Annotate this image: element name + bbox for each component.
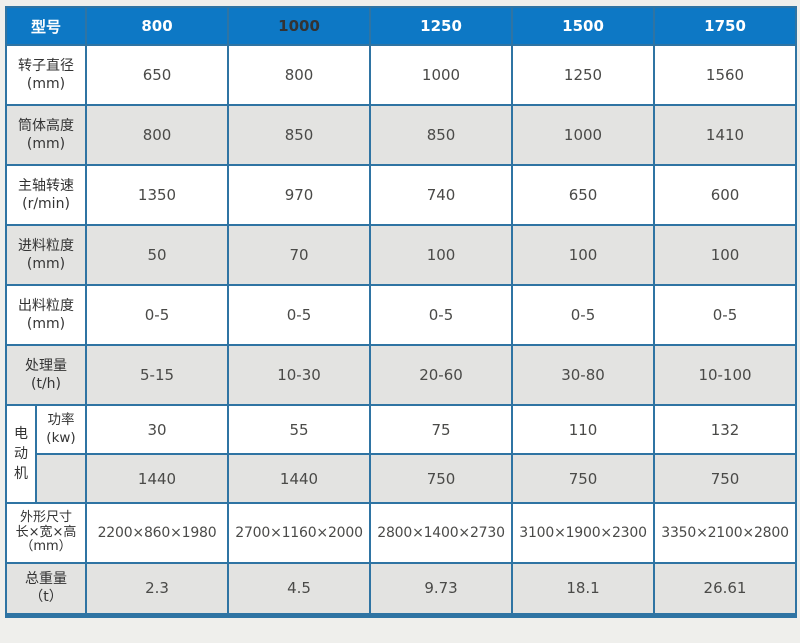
value-cell: 0-5 [85, 284, 230, 346]
value-cell: 740 [369, 164, 514, 226]
value-cell: 750 [511, 453, 656, 504]
value-cell: 20-60 [369, 344, 514, 406]
row-sublabel-text: 长×宽×高 [15, 524, 77, 540]
row-unit-text: (mm) [26, 76, 66, 92]
row-capacity: 处理量 (t/h) 5-15 10-30 20-60 30-80 10-100 [4, 344, 798, 406]
value-cell: 1440 [85, 453, 230, 504]
value-cell: 1000 [511, 104, 656, 166]
row-total-weight: 总重量 （t） 2.3 4.5 9.73 18.1 26.61 [4, 562, 798, 616]
header-model-800: 800 [85, 6, 230, 46]
row-spindle-speed: 主轴转速 (r/min) 1350 970 740 650 600 [4, 164, 798, 226]
value-cell: 9.73 [369, 562, 514, 616]
value-cell: 0-5 [369, 284, 514, 346]
motor-group-label: 电动机 [5, 404, 37, 504]
row-label-spindle-speed: 主轴转速 (r/min) [4, 164, 88, 226]
value-cell: 600 [653, 164, 798, 226]
value-cell: 850 [227, 104, 372, 166]
value-cell: 0-5 [511, 284, 656, 346]
row-label-text: 处理量 [25, 357, 67, 374]
value-cell: 650 [511, 164, 656, 226]
row-unit-text: （t） [29, 589, 63, 606]
header-row: 型号 800 1000 1250 1500 1750 [4, 6, 798, 46]
value-cell: 110 [511, 404, 656, 455]
value-cell: 750 [369, 453, 514, 504]
row-label-text: 总重量 [25, 571, 67, 588]
value-cell: 3100×1900×2300 [511, 502, 656, 564]
value-cell: 650 [85, 44, 230, 106]
value-cell: 70 [227, 224, 372, 286]
header-model-1500: 1500 [511, 6, 656, 46]
value-cell: 132 [653, 404, 798, 455]
value-cell: 800 [227, 44, 372, 106]
value-cell: 970 [227, 164, 372, 226]
value-cell: 0-5 [227, 284, 372, 346]
value-cell: 1000 [369, 44, 514, 106]
header-model-1750: 1750 [653, 6, 798, 46]
row-unit-text: (mm) [26, 316, 66, 332]
value-cell: 100 [369, 224, 514, 286]
row-unit-text: (r/min) [22, 196, 70, 212]
value-cell: 30-80 [511, 344, 656, 406]
row-label-text: 转子直径 [18, 57, 74, 74]
value-cell: 2200×860×1980 [85, 502, 230, 564]
row-unit-text: （mm） [20, 539, 72, 555]
value-cell: 850 [369, 104, 514, 166]
value-cell: 75 [369, 404, 514, 455]
row-label-text: 主轴转速 [18, 177, 74, 194]
value-cell: 100 [653, 224, 798, 286]
value-cell: 30 [85, 404, 230, 455]
value-cell: 1410 [653, 104, 798, 166]
value-cell: 3350×2100×2800 [653, 502, 798, 564]
header-model-label: 型号 [4, 6, 88, 46]
row-discharge-size: 出料粒度 (mm) 0-5 0-5 0-5 0-5 0-5 [4, 284, 798, 346]
row-label-feed-size: 进料粒度 (mm) [4, 224, 88, 286]
value-cell: 1560 [653, 44, 798, 106]
row-label-text: 进料粒度 [18, 237, 74, 254]
row-cylinder-height: 筒体高度 (mm) 800 850 850 1000 1410 [4, 104, 798, 166]
value-cell: 100 [511, 224, 656, 286]
row-label-capacity: 处理量 (t/h) [4, 344, 88, 406]
value-cell: 750 [653, 453, 798, 504]
row-label-dimensions: 外形尺寸 长×宽×高 （mm） [4, 502, 88, 564]
row-motor-speed: 1440 1440 750 750 750 [6, 453, 798, 504]
row-dimensions: 外形尺寸 长×宽×高 （mm） 2200×860×1980 2700×1160×… [4, 502, 798, 564]
row-label-discharge-size: 出料粒度 (mm) [4, 284, 88, 346]
row-unit-text: (t/h) [31, 376, 62, 392]
value-cell: 4.5 [227, 562, 372, 616]
value-cell: 1440 [227, 453, 372, 504]
value-cell: 18.1 [511, 562, 656, 616]
header-model-1000: 1000 [227, 6, 372, 46]
row-feed-size: 进料粒度 (mm) 50 70 100 100 100 [4, 224, 798, 286]
value-cell: 55 [227, 404, 372, 455]
row-unit-text: (mm) [26, 256, 66, 272]
value-cell: 0-5 [653, 284, 798, 346]
spec-table-container: 型号 800 1000 1250 1500 1750 转子直径 (mm) 650… [4, 6, 798, 618]
value-cell: 26.61 [653, 562, 798, 616]
value-cell: 10-100 [653, 344, 798, 406]
motor-power-unit-text: (kw) [46, 429, 76, 446]
row-label-total-weight: 总重量 （t） [4, 562, 88, 616]
motor-speed-sublabel [34, 453, 88, 504]
row-label-cylinder-height: 筒体高度 (mm) [4, 104, 88, 166]
row-motor-power: 电动机 功率 (kw) 30 55 75 110 132 [5, 404, 798, 504]
value-cell: 1250 [511, 44, 656, 106]
header-model-1250: 1250 [369, 6, 514, 46]
value-cell: 1350 [85, 164, 230, 226]
value-cell: 10-30 [227, 344, 372, 406]
row-rotor-diameter: 转子直径 (mm) 650 800 1000 1250 1560 [4, 44, 798, 106]
row-label-text: 外形尺寸 [20, 509, 73, 525]
value-cell: 5-15 [85, 344, 230, 406]
value-cell: 800 [85, 104, 230, 166]
value-cell: 2700×1160×2000 [227, 502, 372, 564]
value-cell: 50 [85, 224, 230, 286]
value-cell: 2.3 [85, 562, 230, 616]
row-unit-text: (mm) [26, 136, 66, 152]
value-cell: 2800×1400×2730 [369, 502, 514, 564]
row-label-text: 筒体高度 [18, 117, 74, 134]
row-label-rotor-diameter: 转子直径 (mm) [4, 44, 88, 106]
motor-power-label-text: 功率 [47, 411, 75, 428]
row-label-text: 出料粒度 [18, 297, 74, 314]
spec-table: 型号 800 1000 1250 1500 1750 转子直径 (mm) 650… [4, 6, 798, 618]
motor-power-sublabel: 功率 (kw) [34, 404, 88, 455]
